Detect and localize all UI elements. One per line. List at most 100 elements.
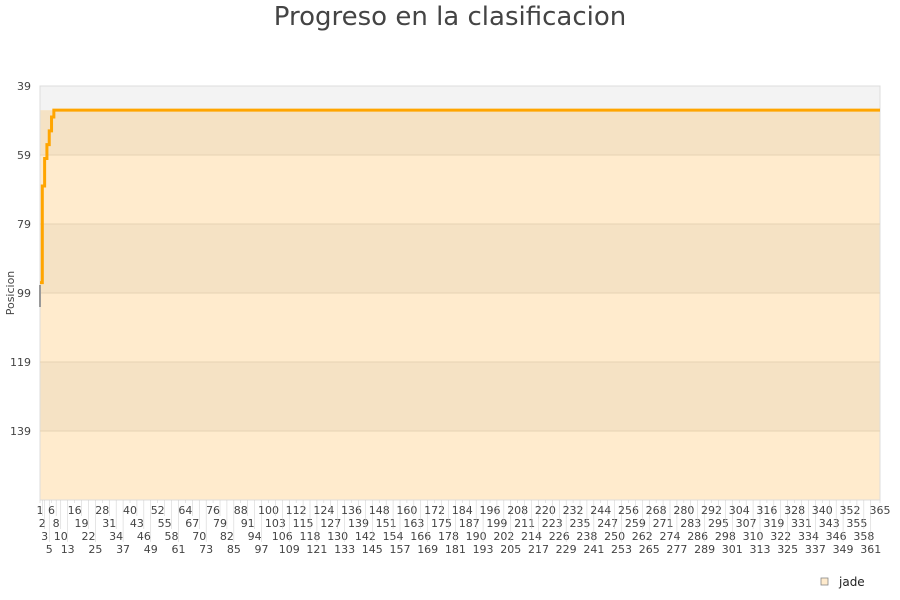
x-tick-label: 277: [666, 543, 687, 556]
chart-title: Progreso en la clasificacion: [274, 2, 626, 32]
plot-area: 3959799911913912356810131619222528313437…: [10, 80, 891, 556]
x-tick-label: 271: [653, 517, 674, 530]
x-tick-label: 193: [473, 543, 494, 556]
x-tick-label: 283: [680, 517, 701, 530]
x-tick-label: 10: [54, 530, 68, 543]
x-tick-label: 151: [376, 517, 397, 530]
x-tick-label: 52: [151, 504, 165, 517]
x-tick-label: 229: [556, 543, 577, 556]
x-tick-label: 292: [701, 504, 722, 517]
x-tick-label: 142: [355, 530, 376, 543]
x-tick-label: 163: [403, 517, 424, 530]
x-tick-label: 286: [687, 530, 708, 543]
x-tick-label: 301: [722, 543, 743, 556]
x-tick-label: 1: [37, 504, 44, 517]
x-tick-label: 349: [833, 543, 854, 556]
x-tick-label: 64: [178, 504, 192, 517]
x-tick-label: 31: [102, 517, 116, 530]
x-tick-label: 91: [241, 517, 255, 530]
x-tick-label: 175: [431, 517, 452, 530]
x-tick-label: 313: [750, 543, 771, 556]
x-tick-label: 331: [791, 517, 812, 530]
y-tick-label: 119: [10, 356, 31, 369]
x-tick-label: 346: [826, 530, 847, 543]
x-tick-label: 322: [770, 530, 791, 543]
x-tick-label: 67: [185, 517, 199, 530]
x-tick-label: 133: [334, 543, 355, 556]
x-tick-label: 43: [130, 517, 144, 530]
x-tick-label: 289: [694, 543, 715, 556]
x-tick-label: 310: [743, 530, 764, 543]
x-tick-label: 154: [383, 530, 404, 543]
plot-band: [40, 224, 880, 293]
x-tick-label: 8: [53, 517, 60, 530]
x-tick-label: 19: [75, 517, 89, 530]
x-tick-label: 259: [625, 517, 646, 530]
legend-swatch: [820, 577, 829, 586]
x-tick-label: 199: [486, 517, 507, 530]
x-tick-label: 85: [227, 543, 241, 556]
x-tick-label: 49: [144, 543, 158, 556]
x-tick-label: 319: [763, 517, 784, 530]
x-tick-label: 22: [81, 530, 95, 543]
x-tick-label: 280: [673, 504, 694, 517]
x-tick-label: 88: [234, 504, 248, 517]
x-tick-label: 223: [542, 517, 563, 530]
x-tick-label: 178: [438, 530, 459, 543]
x-tick-label: 211: [514, 517, 535, 530]
x-tick-label: 106: [272, 530, 293, 543]
y-tick-label: 139: [10, 425, 31, 438]
x-tick-label: 2: [39, 517, 46, 530]
plot-band: [40, 362, 880, 431]
x-tick-label: 112: [286, 504, 307, 517]
x-tick-label: 130: [327, 530, 348, 543]
x-tick-label: 316: [756, 504, 777, 517]
x-tick-label: 118: [300, 530, 321, 543]
x-tick-label: 115: [293, 517, 314, 530]
x-tick-label: 79: [213, 517, 227, 530]
y-axis-label: Posicion: [4, 271, 17, 316]
x-tick-label: 355: [846, 517, 867, 530]
x-tick-label: 94: [248, 530, 262, 543]
legend[interactable]: jade: [820, 575, 865, 589]
x-tick-label: 274: [660, 530, 681, 543]
x-tick-label: 214: [521, 530, 542, 543]
x-tick-label: 148: [369, 504, 390, 517]
x-tick-label: 76: [206, 504, 220, 517]
x-tick-label: 121: [306, 543, 327, 556]
x-tick-label: 100: [258, 504, 279, 517]
x-tick-label: 202: [493, 530, 514, 543]
x-tick-label: 187: [459, 517, 480, 530]
x-tick-label: 304: [729, 504, 750, 517]
x-tick-label: 295: [708, 517, 729, 530]
x-tick-label: 103: [265, 517, 286, 530]
x-tick-label: 238: [576, 530, 597, 543]
x-tick-label: 250: [604, 530, 625, 543]
x-tick-label: 28: [95, 504, 109, 517]
x-tick-label: 190: [466, 530, 487, 543]
x-tick-label: 157: [390, 543, 411, 556]
x-tick-label: 358: [853, 530, 874, 543]
x-tick-label: 328: [784, 504, 805, 517]
x-tick-label: 172: [424, 504, 445, 517]
x-tick-label: 265: [639, 543, 660, 556]
x-tick-label: 181: [445, 543, 466, 556]
x-tick-label: 61: [171, 543, 185, 556]
y-tick-label: 39: [17, 80, 31, 93]
x-tick-label: 232: [563, 504, 584, 517]
x-tick-label: 58: [165, 530, 179, 543]
x-tick-label: 244: [590, 504, 611, 517]
x-tick-label: 298: [715, 530, 736, 543]
x-tick-label: 262: [632, 530, 653, 543]
x-tick-label: 208: [507, 504, 528, 517]
x-tick-label: 361: [860, 543, 881, 556]
x-tick-label: 256: [618, 504, 639, 517]
y-tick-label: 79: [17, 218, 31, 231]
y-tick-label: 59: [17, 149, 31, 162]
x-tick-label: 365: [870, 504, 891, 517]
plot-band: [40, 431, 880, 500]
x-tick-label: 226: [549, 530, 570, 543]
x-tick-label: 340: [812, 504, 833, 517]
x-tick-label: 268: [646, 504, 667, 517]
x-tick-label: 337: [805, 543, 826, 556]
